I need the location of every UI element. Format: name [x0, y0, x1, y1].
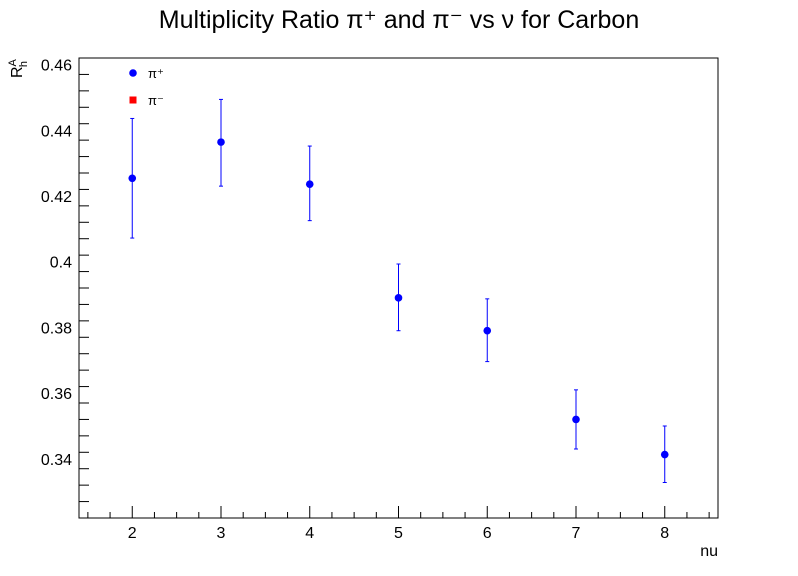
data-point: [217, 138, 225, 146]
data-point: [572, 415, 580, 424]
svg-text:RAh: RAh: [7, 58, 30, 78]
legend-label: π⁻: [148, 93, 164, 108]
data-points: [128, 98, 669, 484]
axis-ticks: [79, 57, 710, 519]
y-tick-label: 0.46: [41, 58, 72, 75]
x-axis-label: nu: [700, 543, 718, 560]
data-point: [483, 326, 492, 335]
x-tick-label: 6: [483, 525, 492, 542]
data-point: [128, 174, 137, 183]
legend-label: π⁺: [148, 66, 164, 81]
chart-title: Multiplicity Ratio π⁺ and π⁻ vs ν for Ca…: [159, 6, 640, 34]
x-tick-label: 8: [660, 525, 669, 542]
y-tick-label: 0.38: [41, 320, 72, 337]
x-tick-label: 3: [217, 525, 226, 542]
legend-marker: [129, 96, 137, 104]
data-point: [660, 450, 669, 459]
y-tick-label: 0.4: [50, 255, 72, 272]
y-tick-label: 0.36: [41, 386, 72, 403]
x-tick-label: 2: [128, 525, 137, 542]
y-tick-label: 0.34: [41, 452, 72, 469]
legend: π⁺ π⁻: [129, 66, 164, 108]
x-tick-label: 4: [305, 525, 314, 542]
y-tick-label: 0.44: [41, 123, 72, 140]
data-point: [394, 294, 403, 302]
y-tick-label: 0.42: [41, 189, 72, 206]
y-tick-labels: 0.34 0.36 0.38 0.4 0.42 0.44 0.46: [41, 58, 72, 469]
y-axis-label: RAh: [7, 58, 30, 78]
legend-marker: [129, 69, 137, 77]
x-tick-labels: 2 3 4 5 6 7 8: [128, 525, 670, 542]
data-point: [305, 180, 314, 188]
x-tick-label: 5: [394, 525, 403, 542]
x-tick-label: 7: [572, 525, 581, 542]
